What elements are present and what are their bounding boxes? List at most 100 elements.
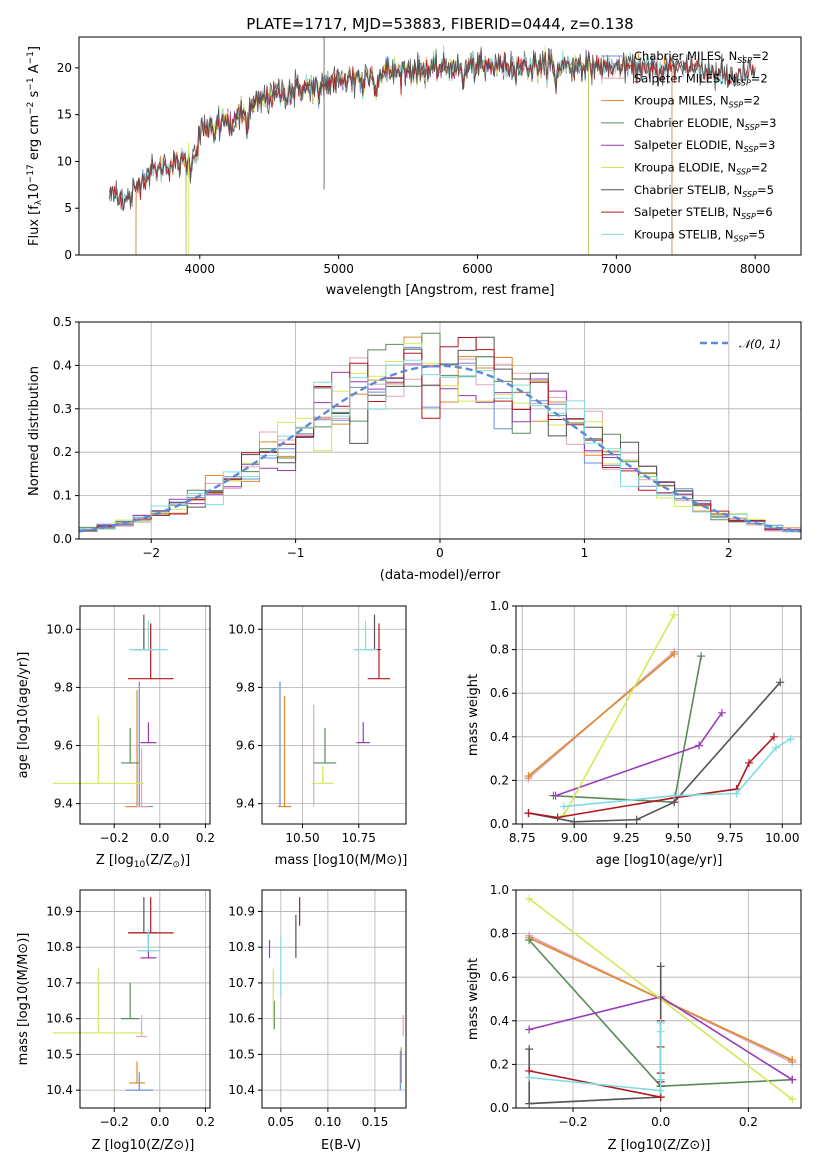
age-weight-frame (515, 605, 802, 825)
mass-age-ytick-label: 10.0 (228, 622, 255, 636)
z-age-xtick-label: −0.2 (100, 831, 129, 845)
residuals-xtick-label: −1 (287, 546, 305, 560)
age-weight-ytick-label: 1.0 (490, 599, 509, 613)
residuals-ytick-label: 0.3 (53, 402, 72, 416)
z-mass-xtick-label: 0.0 (150, 1115, 169, 1129)
z-mass-ytick-label: 10.5 (46, 1047, 73, 1061)
z-weight-ytick-label: 0.0 (490, 1101, 509, 1115)
age-weight-ytick-label: 0.4 (490, 730, 509, 744)
residuals-ytick-label: 0.5 (53, 315, 72, 329)
residuals-ytick-label: 0.0 (53, 532, 72, 546)
ebv-mass-ytick-label: 10.4 (228, 1083, 255, 1097)
z-age-ytick-label: 10.0 (46, 622, 73, 636)
z-mass-ytick-label: 10.8 (46, 940, 73, 954)
mass-age-xlabel: mass [log10(M/M⊙)] (275, 853, 408, 868)
z-weight-xtick-label: 0.2 (739, 1115, 758, 1129)
age-weight-marker-chabrier-stelib (776, 678, 785, 687)
z-weight-ylabel: mass weight (466, 958, 481, 1040)
spectrum-xlabel: wavelength [Angstrom, rest frame] (326, 283, 555, 298)
z-weight-ytick-label: 0.6 (490, 970, 509, 984)
ebv-mass-ytick-label: 10.7 (228, 976, 255, 990)
age-weight-ytick-label: 0.6 (490, 686, 509, 700)
age-weight-marker-chabrier-elodie (697, 652, 706, 661)
spectrum-xtick-label: 6000 (462, 262, 493, 276)
spectrum-ytick-label: 20 (57, 61, 72, 75)
residuals-xlabel: (data-model)/error (380, 568, 501, 583)
z-age-xlabel: Z [log10(Z/Z⊙)] (96, 853, 190, 870)
figure-title: PLATE=1717, MJD=53883, FIBERID=0444, z=0… (246, 15, 633, 33)
residuals-xtick-label: 1 (581, 546, 589, 560)
z-weight-marker-kroupa-stelib (656, 1018, 665, 1027)
age-weight-marker-kroupa-stelib (772, 743, 781, 752)
z-mass-xlabel: Z [log10(Z/Z⊙)] (92, 1138, 195, 1153)
z-age-frame (79, 605, 211, 825)
z-weight-ytick-label: 1.0 (490, 883, 509, 897)
age-weight-marker-kroupa-stelib (786, 734, 795, 743)
z-weight-marker-kroupa-stelib (656, 1075, 665, 1084)
mass-age-xtick-label: 10.50 (285, 831, 319, 845)
z-weight-ytick-label: 0.8 (490, 927, 509, 941)
z-weight-marker-kroupa-elodie (788, 1095, 797, 1104)
ebv-mass-ytick-label: 10.9 (228, 904, 255, 918)
legend-label-chabrier-stelib: Chabrier STELIB, NSSP=5 (634, 183, 774, 199)
z-weight-marker-salpeter-elodie (788, 1075, 797, 1084)
legend-label-salpeter-miles: Salpeter MILES, NSSP=2 (634, 71, 768, 87)
z-weight-ytick-label: 0.4 (490, 1014, 509, 1028)
z-mass-panel: Z [log10(Z/Z⊙)] mass [log10(M/M⊙)] −0.2 0… (16, 889, 215, 1153)
z-age-ytick-label: 9.4 (54, 797, 73, 811)
z-age-panel: Z [log10(Z/Z⊙)] age [log10(age/yr)] −0.2… (16, 605, 215, 870)
age-weight-marker-kroupa-stelib (732, 789, 741, 798)
z-age-xtick-label: 0.2 (196, 831, 215, 845)
age-weight-marker-salpeter-stelib (524, 809, 533, 818)
legend-label-salpeter-stelib: Salpeter STELIB, NSSP=6 (634, 205, 773, 221)
legend-label-salpeter-elodie: Salpeter ELODIE, NSSP=3 (634, 138, 775, 154)
z-weight-marker-kroupa-stelib (525, 1073, 534, 1082)
age-weight-xtick-label: 8.75 (509, 831, 536, 845)
z-mass-ylabel: mass [log10(M/M⊙)] (16, 933, 31, 1066)
z-weight-marker-chabrier-stelib (525, 1045, 534, 1054)
z-weight-panel: Z [log10(Z/Z⊙)] mass weight −0.2 0.0 0.2 0.… (466, 883, 802, 1153)
z-weight-xlabel: Z [log10(Z/Z⊙)] (608, 1138, 711, 1153)
age-weight-marker-salpeter-stelib (744, 758, 753, 767)
legend-label-chabrier-elodie: Chabrier ELODIE, NSSP=3 (634, 116, 776, 132)
spectrum-ytick-label: 0 (64, 248, 72, 262)
z-weight-marker-kroupa-miles (788, 1056, 797, 1065)
age-weight-marker-chabrier-stelib (570, 817, 579, 826)
ebv-mass-ytick-label: 10.6 (228, 1012, 255, 1026)
z-weight-line-chabrier-stelib (528, 966, 662, 1105)
residuals-frame (78, 321, 802, 540)
age-weight-marker-salpeter-stelib (769, 732, 778, 741)
ebv-mass-ytick-label: 10.5 (228, 1047, 255, 1061)
age-weight-marker-chabrier-stelib (632, 815, 641, 824)
residuals-ytick-label: 0.1 (53, 489, 72, 503)
residuals-ytick-label: 0.4 (53, 358, 72, 372)
residuals-xtick-label: −2 (142, 546, 160, 560)
z-mass-frame (79, 889, 211, 1109)
z-age-ytick-label: 9.8 (54, 680, 73, 694)
spectrum-line-chabrier-stelib (109, 48, 756, 212)
ebv-mass-xlabel: E(B-V) (321, 1138, 361, 1153)
z-mass-ytick-label: 10.9 (46, 904, 73, 918)
age-weight-ytick-label: 0.2 (490, 773, 509, 787)
residuals-ytick-label: 0.2 (53, 445, 72, 459)
age-weight-line-kroupa-stelib (563, 738, 792, 808)
z-age-ytick-label: 9.6 (54, 739, 73, 753)
spectrum-ytick-label: 10 (57, 154, 72, 168)
age-weight-xtick-label: 9.50 (665, 831, 692, 845)
age-weight-xtick-label: 9.75 (717, 831, 744, 845)
age-weight-marker-salpeter-elodie (551, 791, 560, 800)
gaussian-legend-label: 𝒩(0, 1) (739, 337, 781, 351)
spectrum-ytick-label: 15 (57, 108, 72, 122)
residuals-panel: (data-model)/error Normed distribution −… (27, 315, 802, 583)
spectrum-xtick-label: 5000 (323, 262, 354, 276)
legend-label-chabrier-miles: Chabrier MILES, NSSP=2 (634, 49, 769, 65)
age-weight-ytick-label: 0.8 (490, 643, 509, 657)
z-age-ylabel: age [log10(age/yr)] (16, 652, 31, 779)
mass-age-panel: mass [log10(M/M⊙)] 10.50 10.75 9.4 9.6 9.8 10… (228, 605, 408, 868)
age-weight-xlabel: age [log10(age/yr)] (596, 853, 723, 868)
z-weight-frame (515, 889, 802, 1109)
age-weight-panel: age [log10(age/yr)] mass weight 8.75 9.00… (466, 599, 802, 868)
z-weight-marker-chabrier-stelib (525, 1099, 534, 1108)
legend-label-kroupa-miles: Kroupa MILES, NSSP=2 (634, 94, 760, 110)
